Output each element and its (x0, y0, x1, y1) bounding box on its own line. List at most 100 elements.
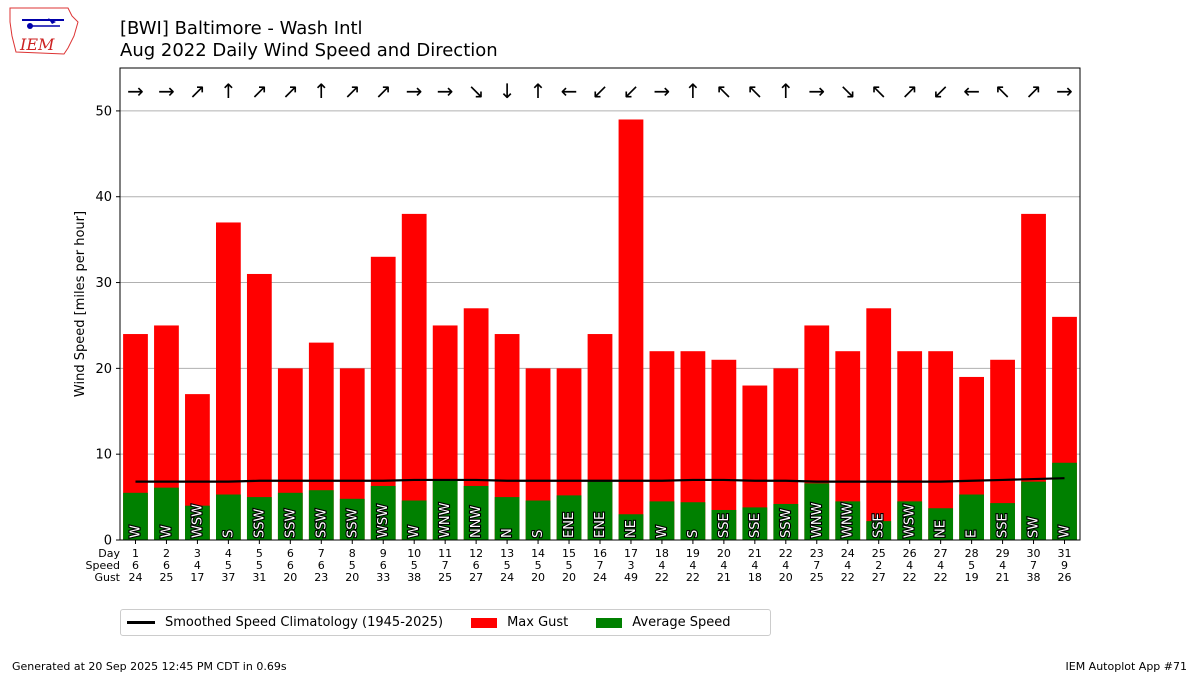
gust-label: 38 (1027, 571, 1041, 584)
direction-arrow: → (158, 79, 175, 103)
y-tick-label: 0 (104, 534, 112, 549)
speed-label: 4 (999, 559, 1006, 572)
avg-speed-bar (649, 501, 675, 540)
direction-label: NE (934, 520, 949, 538)
avg-speed-bar (432, 479, 458, 540)
gust-label: 24 (500, 571, 514, 584)
speed-label: 4 (906, 559, 913, 572)
avg-speed-bar (308, 490, 334, 540)
logo-text: IEM (19, 35, 55, 54)
day-label: 13 (500, 547, 514, 560)
avg-speed-bar (339, 498, 365, 540)
day-label: 1 (132, 547, 139, 560)
direction-label: W (128, 525, 143, 538)
day-label: 21 (748, 547, 762, 560)
avg-speed-bar (185, 505, 210, 540)
speed-label: 4 (844, 559, 851, 572)
y-tick-label: 50 (95, 104, 112, 119)
y-tick-label: 30 (95, 276, 112, 291)
gust-label: 24 (593, 571, 607, 584)
gust-label: 17 (190, 571, 204, 584)
day-label: 14 (531, 547, 545, 560)
day-label: 24 (841, 547, 855, 560)
gust-label: 21 (996, 571, 1010, 584)
avg-speed-bar (711, 509, 737, 540)
gust-label: 20 (283, 571, 297, 584)
direction-label: S (686, 530, 701, 538)
direction-label: W (655, 525, 670, 538)
speed-label: 4 (194, 559, 201, 572)
direction-label: SW (1027, 517, 1042, 538)
gust-label: 19 (965, 571, 979, 584)
gust-label: 27 (469, 571, 483, 584)
avg-speed-bar (866, 521, 892, 540)
avg-speed-bar (216, 494, 241, 540)
direction-arrow: ↗ (1025, 79, 1042, 103)
avg-speed-bar (804, 483, 830, 540)
direction-label: NE (624, 520, 639, 538)
day-label: 19 (686, 547, 700, 560)
direction-arrow: ↓ (499, 79, 516, 103)
avg-speed-bar (556, 495, 582, 540)
direction-arrow: ↑ (220, 79, 237, 103)
direction-arrow: ← (963, 79, 980, 103)
speed-label: 7 (597, 559, 604, 572)
direction-arrow: ↗ (901, 79, 918, 103)
gust-bar (618, 119, 644, 540)
climatology-line (135, 477, 1065, 483)
direction-label: SSE (996, 513, 1011, 538)
chart-subtitle: Aug 2022 Daily Wind Speed and Direction (120, 40, 498, 61)
direction-label: SSW (345, 508, 360, 538)
speed-label: 5 (968, 559, 975, 572)
direction-label: ENE (593, 512, 608, 538)
day-label: 4 (225, 547, 232, 560)
avg-speed-bar (525, 500, 551, 540)
direction-label: SSE (717, 513, 732, 538)
gust-label: 25 (810, 571, 824, 584)
speed-label: 6 (287, 559, 294, 572)
direction-label: WSW (190, 504, 205, 538)
direction-arrow: ↑ (685, 79, 702, 103)
speed-label: 5 (566, 559, 573, 572)
legend-gust-label: Max Gust (507, 615, 569, 630)
day-label: 18 (655, 547, 669, 560)
direction-label: S (221, 530, 236, 538)
speed-label: 5 (349, 559, 356, 572)
gust-label: 22 (655, 571, 669, 584)
avg-speed-bar (401, 500, 427, 540)
day-label: 31 (1058, 547, 1072, 560)
speed-label: 4 (782, 559, 789, 572)
avg-speed-bar (494, 497, 520, 540)
gust-label: 23 (314, 571, 328, 584)
speed-label: 5 (225, 559, 232, 572)
direction-label: SSW (283, 508, 298, 538)
day-label: 9 (380, 547, 387, 560)
speed-label: 5 (535, 559, 542, 572)
day-label: 16 (593, 547, 607, 560)
direction-arrow: ↘ (839, 79, 856, 103)
speed-label: 6 (380, 559, 387, 572)
legend-gust: Max Gust (471, 615, 568, 630)
day-label: 12 (469, 547, 483, 560)
direction-arrow: ↗ (375, 79, 392, 103)
gust-bar (246, 273, 272, 540)
speed-label: 2 (875, 559, 882, 572)
direction-label: WSW (903, 504, 918, 538)
day-label: 23 (810, 547, 824, 560)
direction-arrow: ↙ (623, 79, 640, 103)
direction-arrow: → (127, 79, 144, 103)
speed-label: 6 (318, 559, 325, 572)
speed-label: 4 (720, 559, 727, 572)
day-label: 8 (349, 547, 356, 560)
avg-speed-bar (123, 492, 148, 540)
direction-arrow: ↑ (530, 79, 547, 103)
speed-label: 3 (627, 559, 634, 572)
avg-speed-bar (1021, 481, 1046, 540)
gust-label: 27 (872, 571, 886, 584)
gust-label: 22 (934, 571, 948, 584)
direction-label: SSE (872, 513, 887, 538)
day-label: 29 (996, 547, 1010, 560)
speed-label: 4 (937, 559, 944, 572)
gust-label: 20 (345, 571, 359, 584)
gust-label: 38 (407, 571, 421, 584)
